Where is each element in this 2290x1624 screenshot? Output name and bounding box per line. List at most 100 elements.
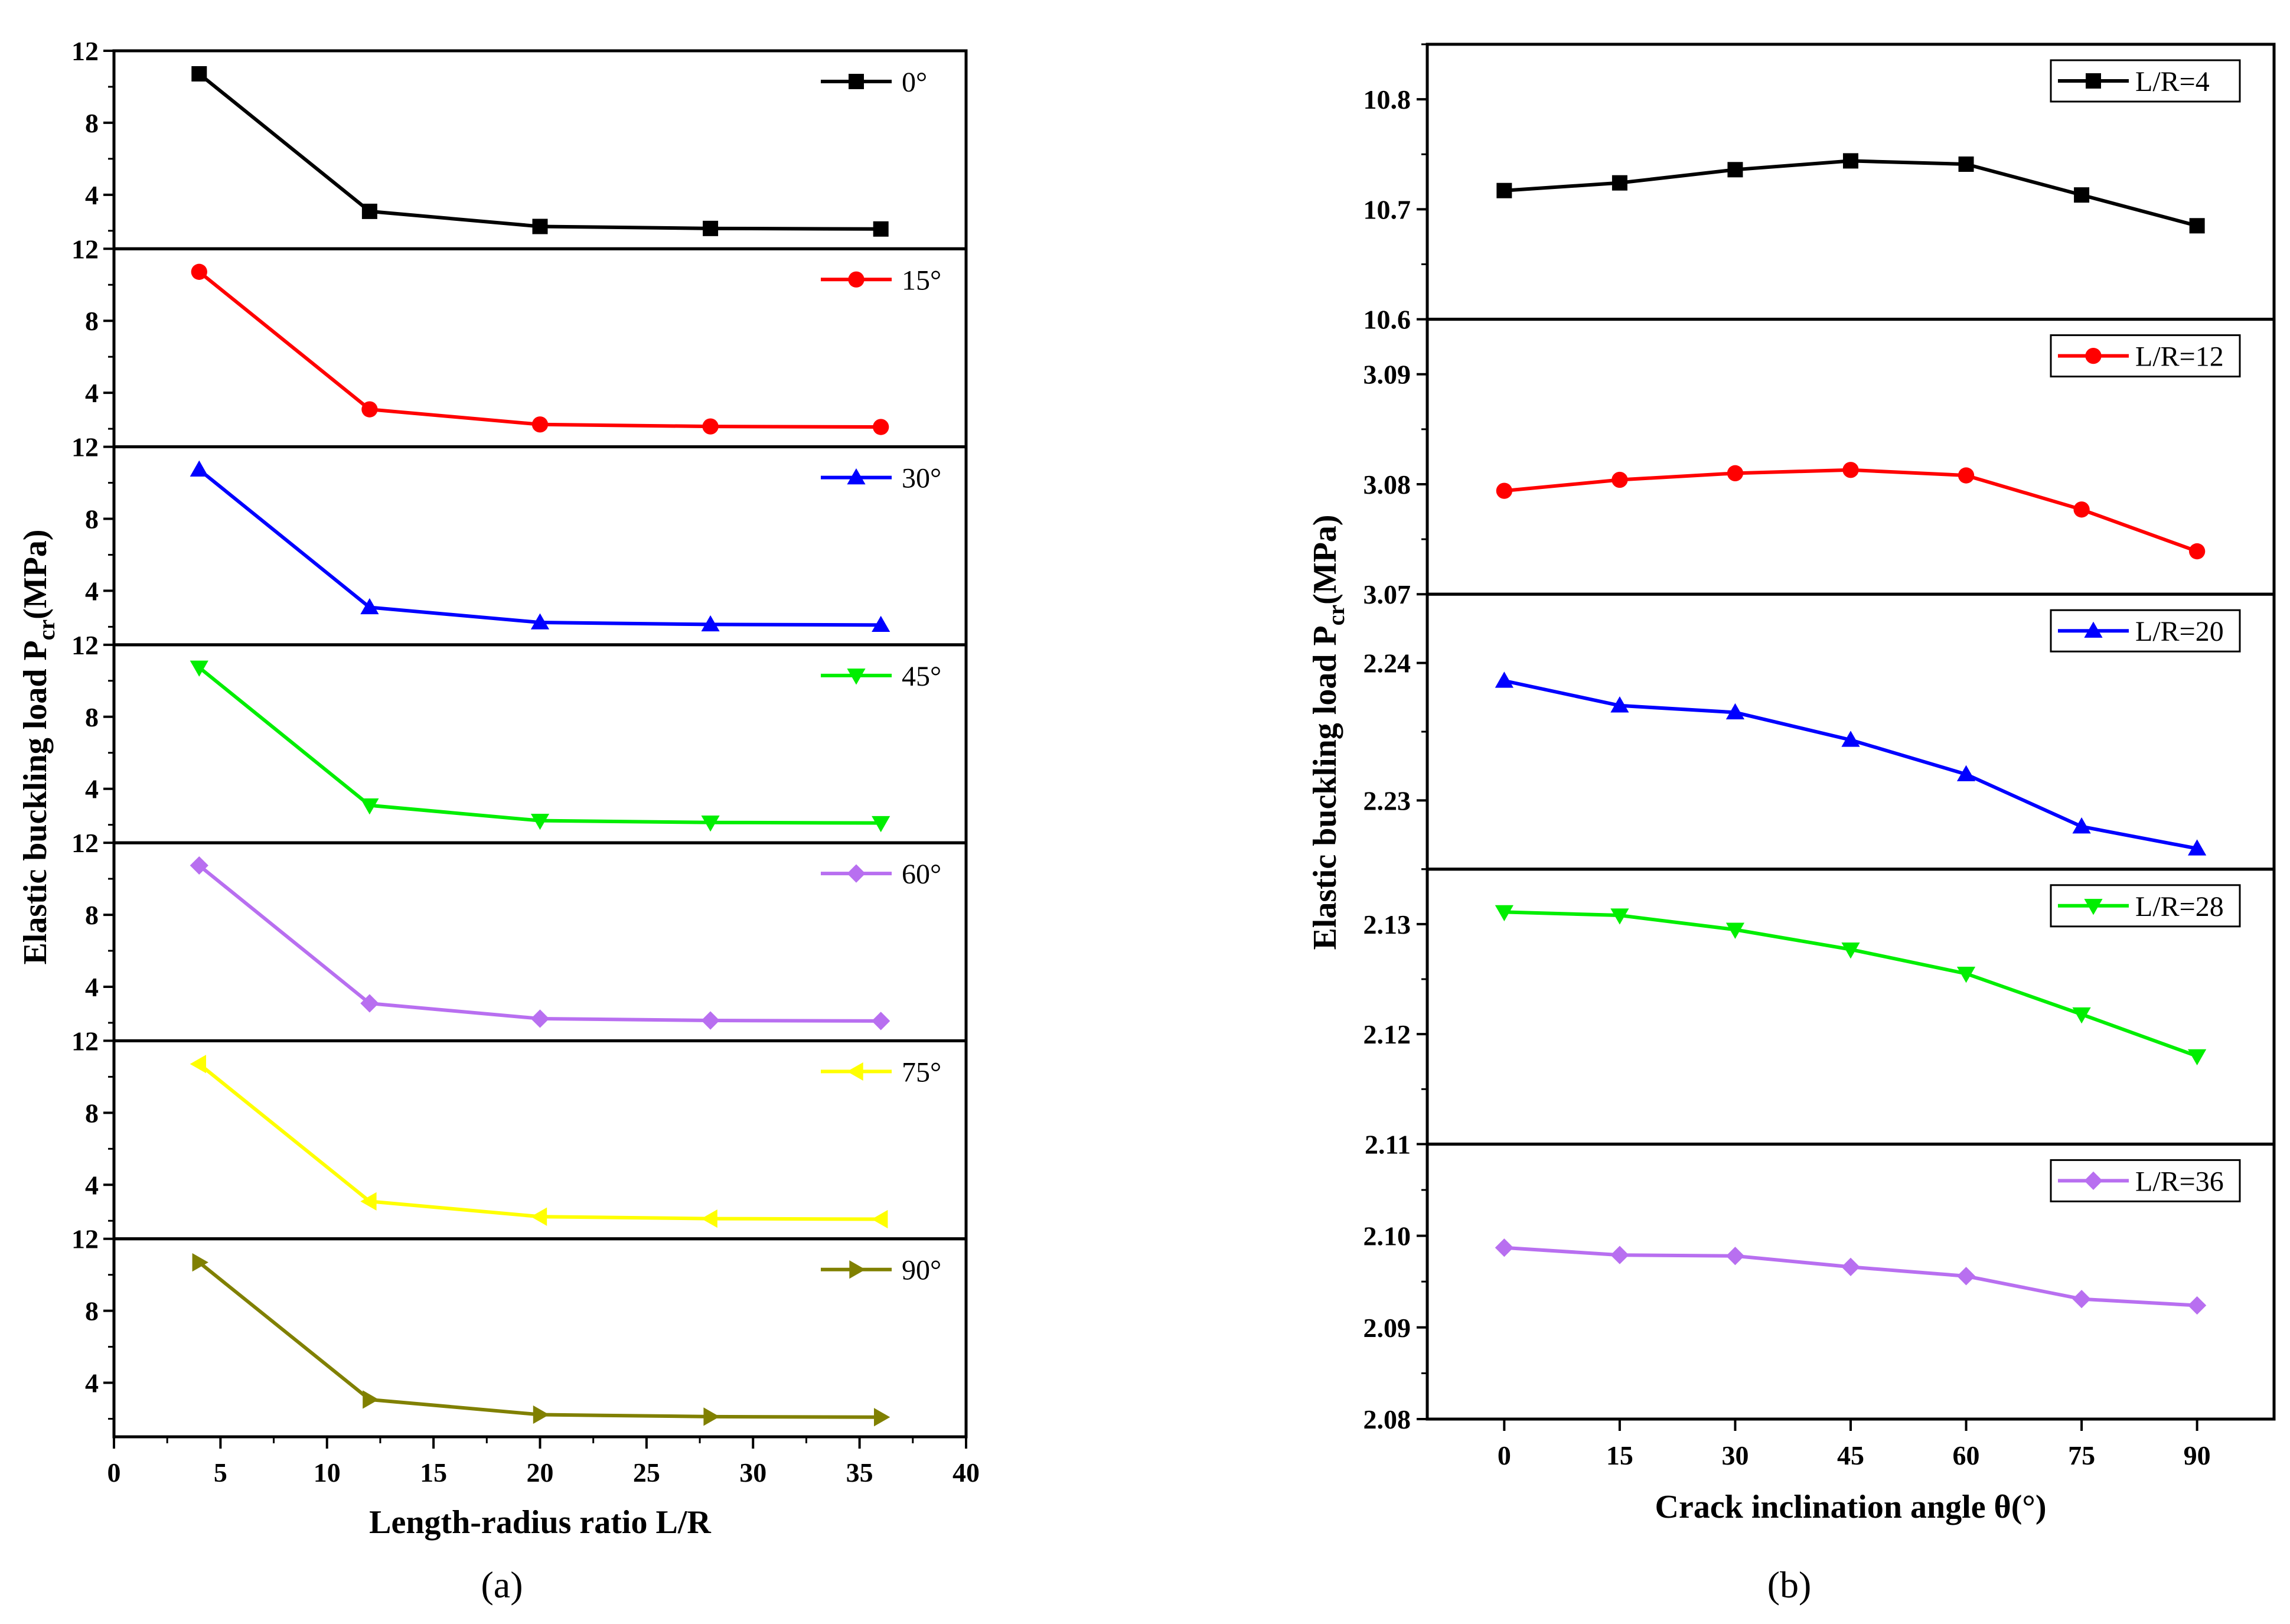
y-tick-label: 12 [71,36,99,66]
data-point [1841,731,1860,747]
legend-label: 90° [902,1255,941,1286]
data-point [2072,1290,2091,1309]
data-point [701,1011,720,1030]
data-point [1725,1247,1745,1266]
chart-a: 4 8 12 0° 4 8 12 15° 4 8 12 30° 4 8 12 45° 4 8 12 60° 4 8 12 75… [17,36,980,1541]
data-point [1956,765,1976,781]
y-tick-label: 2.23 [1363,785,1411,816]
panel-b-3: 2.11 2.12 2.13 L/R=28 [1363,868,2276,1159]
y-tick-label: 8 [85,504,99,534]
x-tick-label: 30 [739,1457,766,1488]
series-line [198,270,881,429]
y-tick-label: 4 [85,180,99,210]
x-tick-label: 90 [2184,1440,2211,1470]
data-point [1725,703,1745,720]
y-axis-title-unit: (MPa) [1307,514,1343,604]
data-point [872,1209,888,1229]
legend-label: L/R=4 [2135,66,2210,97]
legend-label: 60° [902,859,941,890]
data-point [701,1209,717,1228]
data-point [1496,182,1512,198]
legend-label: 0° [902,67,927,98]
y-axis-title: Elastic buckling load Pcr(MPa) [17,529,60,964]
y-tick-label: 8 [85,108,99,138]
data-point [1727,162,1743,178]
y-tick-label: 12 [71,1026,99,1056]
data-point [2073,501,2090,518]
y-axis-title-main: Elastic buckling load P [17,640,54,964]
legend-marker [847,1062,863,1081]
y-tick-label: 2.12 [1363,1019,1411,1049]
y-axis-title: Elastic buckling load Pcr(MPa) [1307,514,1349,950]
y-tick-label: 3.09 [1363,360,1411,390]
data-point [361,401,378,418]
data-point [873,221,889,237]
legend-marker [849,1260,866,1279]
data-point [190,660,208,677]
series-line [198,864,881,1023]
chart-b: 10.610.710.8L/R=43.073.083.09L/R=122.232… [1307,43,2276,1525]
data-point [1841,1257,1860,1276]
x-tick-label: 60 [1953,1440,1980,1470]
y-tick-label: 12 [71,432,99,462]
data-point [702,418,719,435]
data-point [703,1407,720,1426]
data-point [1727,465,1744,481]
legend-marker [847,468,866,485]
data-point [2188,1296,2207,1315]
y-axis-title-unit: (MPa) [17,529,54,619]
data-point [360,994,379,1013]
data-point [1956,967,1976,983]
data-point [532,219,548,234]
caption-a: (a) [481,1564,523,1606]
data-point [1958,467,1975,484]
data-point [531,416,549,433]
legend-marker [2084,1171,2103,1190]
legend-marker [849,74,864,89]
legend-label: 30° [902,463,941,494]
series-line [1504,159,2198,228]
data-point [1958,156,1974,172]
y-tick-label: 8 [85,900,99,930]
data-point [1610,908,1629,925]
data-point [530,813,550,830]
legend-label: 15° [902,265,941,296]
data-point [701,815,720,832]
y-tick-label: 4 [85,774,99,804]
data-point [2072,1007,2091,1024]
legend-marker [2084,899,2103,915]
data-point [1495,905,1513,922]
y-axis-title-sub: cr [33,619,60,641]
legend-label: L/R=28 [2135,891,2224,922]
data-point [360,1192,377,1211]
y-tick-label: 4 [85,1368,99,1398]
x-tick-label: 45 [1837,1440,1864,1470]
x-tick-label: 0 [1498,1440,1511,1470]
data-point [360,798,379,815]
panel-b-1: 3.07 3.08 3.09 L/R=12 [1363,318,2276,609]
panel-b-2: 2.23 2.24 L/R=20 [1363,592,2276,871]
x-axis-title: Length-radius ratio L/R [369,1504,711,1541]
legend-label: L/R=20 [2135,616,2224,647]
data-point [1610,1245,1629,1264]
series-line [198,1261,881,1419]
data-point [2188,543,2206,560]
legend-label: L/R=12 [2135,341,2224,373]
panel-b-4: 2.08 2.09 2.10 L/R=36 [1363,1142,2276,1434]
y-tick-label: 10.8 [1363,84,1411,115]
panel-a-1: 4 8 12 15° [71,234,968,449]
y-tick-label: 12 [71,630,99,660]
legend-marker [2086,73,2101,89]
y-tick-label: 4 [85,972,99,1002]
y-axis-title-main: Elastic buckling load P [1307,625,1343,950]
y-tick-label: 12 [71,1224,99,1254]
y-tick-label: 8 [85,702,99,732]
data-point [361,203,377,219]
data-point [190,460,208,477]
x-tick-label: 40 [952,1457,980,1488]
data-point [530,1009,550,1028]
y-tick-label: 12 [71,234,99,264]
data-point [873,419,889,435]
caption-b: (b) [1767,1564,1812,1606]
